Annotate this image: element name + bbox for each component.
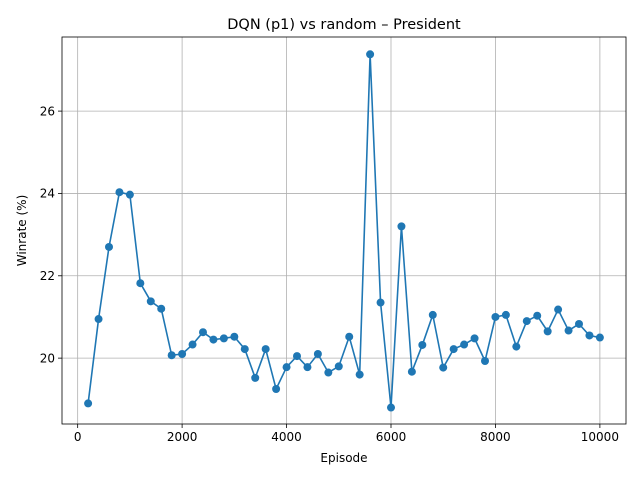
data-point — [585, 331, 594, 340]
x-tick-label: 6000 — [376, 430, 407, 444]
data-point — [512, 342, 521, 351]
data-point — [230, 332, 239, 341]
data-point — [564, 326, 573, 335]
y-tick-label: 20 — [40, 351, 55, 365]
data-point — [595, 333, 604, 342]
x-axis-label: Episode — [320, 451, 367, 465]
series-line — [87, 53, 601, 409]
data-point — [84, 399, 93, 408]
y-tick-label: 22 — [40, 269, 55, 283]
data-point — [376, 298, 385, 307]
data-point — [355, 370, 364, 379]
data-point — [167, 351, 176, 360]
data-point — [428, 310, 437, 319]
y-axis-label: Winrate (%) — [15, 195, 29, 267]
series-layer — [84, 50, 604, 412]
data-point — [397, 222, 406, 231]
grid-layer — [62, 37, 626, 424]
data-point — [303, 363, 312, 372]
data-point — [407, 367, 416, 376]
y-tick-label: 24 — [40, 187, 55, 201]
data-point — [481, 357, 489, 366]
data-point — [324, 368, 333, 377]
data-point — [501, 310, 510, 319]
chart-title: DQN (p1) vs random – President — [227, 17, 461, 33]
data-point — [219, 334, 228, 343]
data-point — [491, 312, 500, 321]
ticks-layer: 0 2000 4000 6000 8000 10000 20 22 24 26 — [40, 104, 619, 444]
data-point — [157, 304, 166, 313]
data-point — [146, 297, 155, 306]
data-point — [575, 319, 583, 328]
data-point — [115, 188, 124, 197]
data-point — [178, 350, 187, 359]
data-point — [188, 340, 197, 349]
data-point — [460, 340, 469, 349]
x-tick-label: 2000 — [167, 430, 198, 444]
x-tick-label: 0 — [74, 430, 82, 444]
data-point — [554, 305, 563, 314]
data-point — [199, 328, 207, 337]
data-point — [345, 332, 354, 341]
data-point — [449, 345, 458, 354]
data-point — [366, 50, 375, 59]
data-point — [209, 335, 218, 344]
data-point — [293, 352, 301, 361]
data-point — [533, 311, 542, 320]
data-point — [470, 334, 479, 343]
data-point — [251, 373, 260, 382]
data-point — [543, 327, 552, 336]
data-point — [313, 350, 322, 359]
x-tick-label: 4000 — [271, 430, 302, 444]
data-point — [418, 340, 427, 349]
data-point — [136, 279, 145, 288]
data-point — [387, 403, 395, 412]
x-tick-label: 10000 — [581, 430, 619, 444]
data-point — [439, 363, 448, 372]
data-point — [94, 315, 103, 324]
y-tick-label: 26 — [40, 104, 55, 118]
data-point — [272, 385, 281, 394]
data-point — [105, 242, 113, 251]
data-point — [282, 363, 291, 372]
x-tick-label: 8000 — [480, 430, 511, 444]
data-point — [261, 345, 270, 354]
data-point — [240, 345, 249, 354]
plot-frame — [61, 36, 627, 425]
data-point — [522, 317, 531, 326]
data-point — [334, 362, 343, 371]
data-point — [125, 190, 134, 199]
